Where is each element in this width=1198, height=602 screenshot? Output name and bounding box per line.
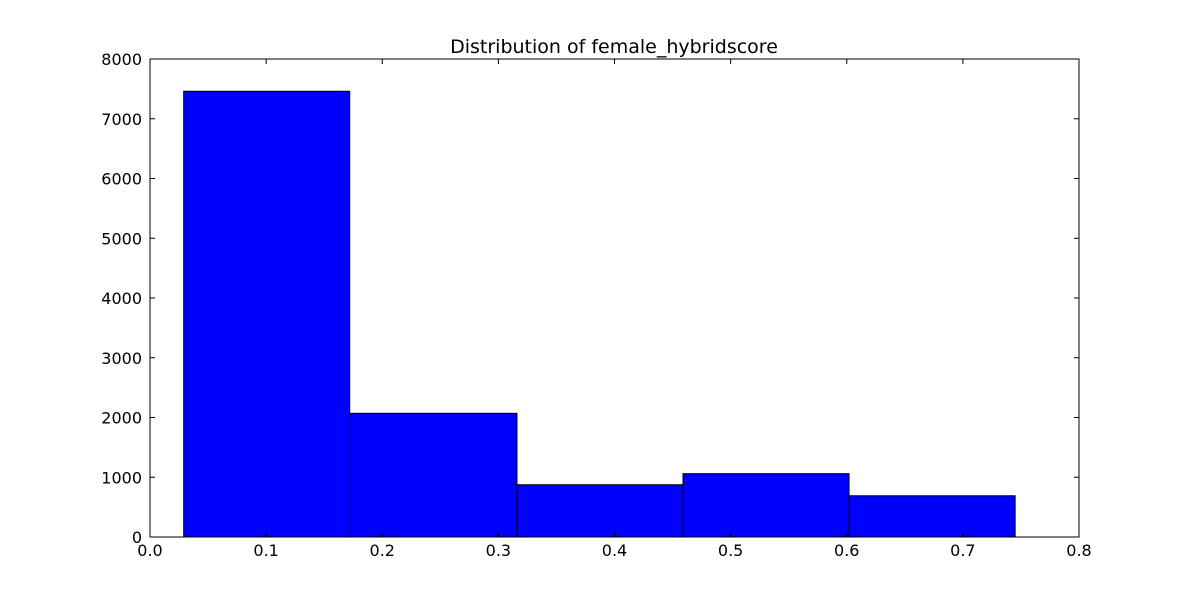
chart-title: Distribution of female_hybridscore — [450, 36, 778, 58]
x-tick-label: 0.1 — [253, 541, 278, 560]
plot-frame — [149, 58, 1080, 538]
y-tick-label: 8000 — [101, 50, 142, 69]
y-tick-label: 3000 — [101, 349, 142, 368]
x-tick-label: 0.8 — [1066, 541, 1091, 560]
x-tick-label: 0.7 — [950, 541, 975, 560]
histogram-bar-4 — [682, 473, 850, 538]
y-tick-label: 6000 — [101, 170, 142, 189]
x-tick-label: 0.4 — [602, 541, 627, 560]
y-tick-label: 2000 — [101, 409, 142, 428]
ticks-group: 0.0 0.1 0.2 0.3 0.4 0.5 0.6 0.7 0.8 0 1000 2000 3000… — [101, 50, 1091, 560]
y-tick-label: 7000 — [101, 110, 142, 129]
x-tick-label: 0.3 — [486, 541, 511, 560]
histogram-bar-2 — [349, 412, 518, 538]
histogram-bar-5 — [848, 495, 1016, 538]
histogram-bar-1 — [183, 90, 351, 538]
y-tick-label: 5000 — [101, 229, 142, 248]
x-tick-label: 0.5 — [718, 541, 743, 560]
x-tick-label: 0.0 — [137, 541, 162, 560]
bars-group — [183, 90, 1016, 538]
y-tick-label: 0 — [132, 528, 142, 547]
y-tick-label: 1000 — [101, 468, 142, 487]
histogram-bar-3 — [516, 484, 684, 538]
y-tick-label: 4000 — [101, 289, 142, 308]
x-tick-label: 0.2 — [370, 541, 395, 560]
x-tick-label: 0.6 — [834, 541, 859, 560]
